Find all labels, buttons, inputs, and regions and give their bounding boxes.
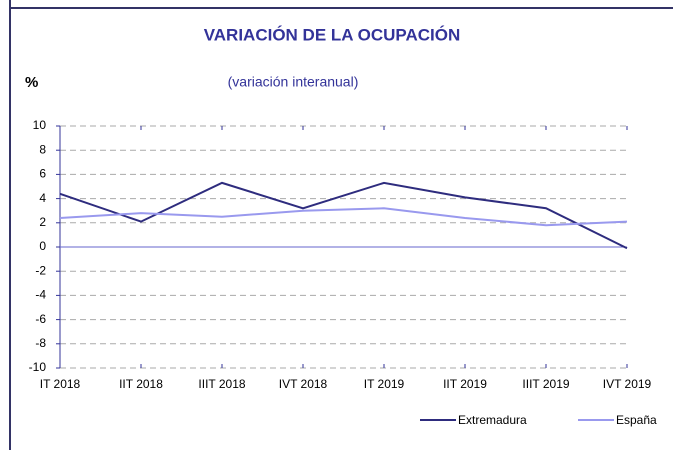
y-tick-label: -10 <box>29 360 47 374</box>
x-tick-label: IIIT 2018 <box>198 377 245 391</box>
y-tick-label: -6 <box>35 312 46 326</box>
legend-label: España <box>616 413 657 427</box>
y-tick-label: 8 <box>39 142 46 156</box>
x-tick-label: IVT 2018 <box>279 377 328 391</box>
series-line <box>59 207 628 227</box>
y-tick-label: -4 <box>35 288 46 302</box>
x-tick-label: IT 2018 <box>40 377 81 391</box>
y-tick-label: 10 <box>33 118 47 132</box>
legend-label: Extremadura <box>458 413 527 427</box>
y-tick-label: 6 <box>39 167 46 181</box>
x-tick-label: IVT 2019 <box>603 377 652 391</box>
y-tick-label: 2 <box>39 215 46 229</box>
y-tick-label: 4 <box>39 191 46 205</box>
y-axis-label: % <box>25 74 38 91</box>
y-tick-label: 0 <box>39 239 46 253</box>
x-tick-label: IIT 2019 <box>443 377 487 391</box>
chart-title: VARIACIÓN DE LA OCUPACIÓN <box>204 25 461 44</box>
series-line <box>59 181 628 250</box>
x-tick-label: IT 2019 <box>364 377 405 391</box>
chart-subtitle: (variación interanual) <box>228 74 359 90</box>
x-tick-label: IIT 2018 <box>119 377 163 391</box>
y-tick-label: -2 <box>35 263 46 277</box>
y-tick-label: -8 <box>35 336 46 350</box>
x-tick-label: IIIT 2019 <box>522 377 569 391</box>
